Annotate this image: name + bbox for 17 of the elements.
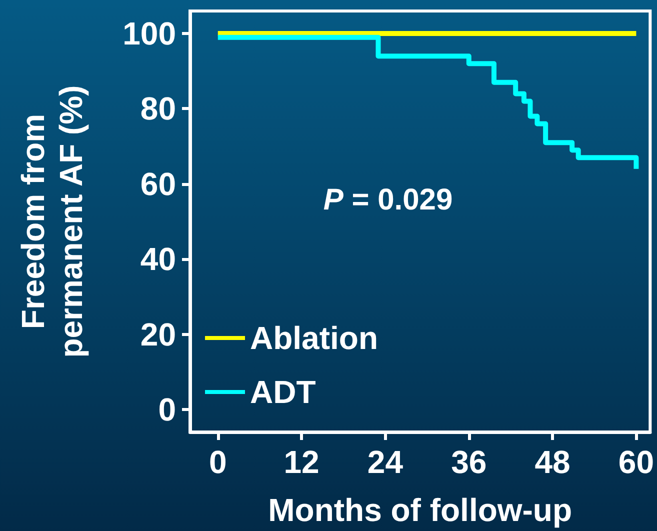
x-tick-label: 24 — [367, 444, 404, 480]
y-tick-label: 60 — [140, 166, 176, 202]
annotation: P = 0.029 — [323, 184, 453, 216]
y-tick-label: 100 — [122, 16, 176, 52]
x-tick-label: 36 — [451, 444, 487, 480]
x-tick-label: 48 — [534, 444, 570, 480]
x-axis-title: Months of follow-up — [268, 492, 572, 528]
legend-label: Ablation — [250, 320, 378, 356]
y-tick-label: 20 — [140, 316, 176, 352]
legend-label: ADT — [250, 374, 316, 410]
x-tick-label: 0 — [208, 444, 227, 480]
y-tick-label: 40 — [140, 241, 176, 278]
y-tick-label: 0 — [158, 391, 176, 428]
x-tick-label: 60 — [618, 444, 654, 480]
y-tick-label: 80 — [140, 90, 176, 127]
y-axis-title: Freedom from permanent AF (%) — [15, 85, 89, 358]
x-tick-label: 12 — [284, 444, 320, 480]
